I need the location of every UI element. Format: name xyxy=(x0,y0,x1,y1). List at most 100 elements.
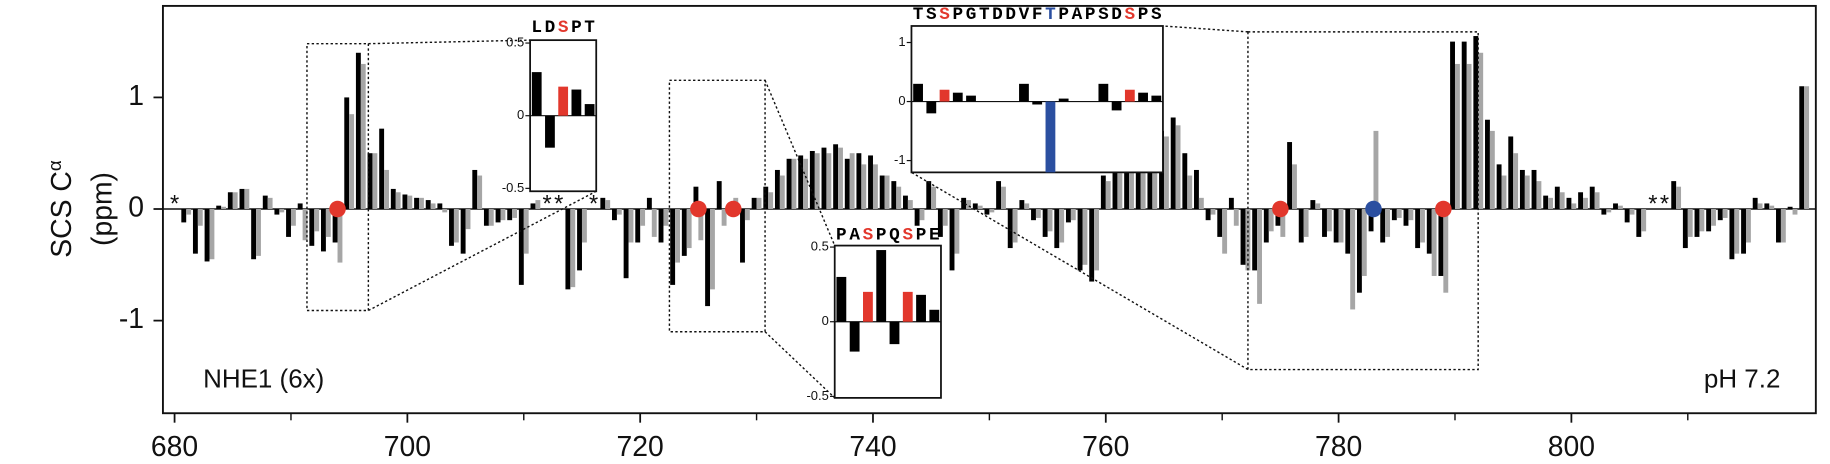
bar xyxy=(1182,153,1188,210)
inset-y-tick-label: 0 xyxy=(822,313,829,328)
bar xyxy=(879,175,885,210)
sequence-letter: P xyxy=(1085,5,1096,25)
bar xyxy=(1734,209,1740,254)
bar xyxy=(1373,130,1379,210)
bar xyxy=(332,209,338,243)
sequence-letter: D xyxy=(545,18,556,38)
inset-bar xyxy=(1045,101,1056,173)
x-tick-label: 780 xyxy=(1315,431,1362,463)
bar xyxy=(833,144,839,210)
bar xyxy=(1152,147,1158,210)
phospho-marker xyxy=(690,200,707,218)
bar xyxy=(1501,175,1507,210)
bar xyxy=(1629,209,1635,215)
bar xyxy=(1012,209,1018,243)
bar xyxy=(1438,209,1444,276)
bar xyxy=(803,158,809,210)
sequence-letter: P xyxy=(1138,5,1149,25)
bar xyxy=(1804,86,1810,210)
bar xyxy=(349,114,355,210)
bar xyxy=(337,209,343,263)
bar xyxy=(716,181,722,210)
inset-y-tick-label: 0.5 xyxy=(506,34,524,49)
asterisk: * xyxy=(170,191,179,217)
bar xyxy=(535,200,541,210)
bar xyxy=(379,128,385,210)
bar xyxy=(849,153,855,210)
bar xyxy=(1105,181,1111,210)
annotation: pH 7.2 xyxy=(1704,363,1781,393)
bar xyxy=(1035,209,1041,218)
bar xyxy=(355,52,361,210)
bar xyxy=(1578,192,1584,210)
sequence-letter: S xyxy=(1098,5,1109,25)
bar xyxy=(721,209,727,226)
bar xyxy=(1059,209,1065,243)
zoom-box xyxy=(306,42,370,312)
bar xyxy=(768,192,774,210)
bar xyxy=(1187,175,1193,210)
sequence-letter: P xyxy=(1058,5,1069,25)
bar xyxy=(251,209,257,260)
bar xyxy=(1322,209,1327,237)
zoom-connector xyxy=(764,331,836,399)
bar xyxy=(1268,209,1274,232)
inset-bar xyxy=(876,250,887,322)
bar xyxy=(605,200,611,210)
bar xyxy=(1478,52,1484,210)
bar xyxy=(1001,186,1006,210)
bar xyxy=(1024,203,1030,210)
y-axis-label-sup: α xyxy=(44,160,65,171)
bar xyxy=(961,197,967,210)
sequence-letter: S xyxy=(939,5,950,25)
bar xyxy=(1606,209,1612,213)
bar xyxy=(1589,186,1595,210)
bar xyxy=(414,197,420,210)
bar xyxy=(395,192,401,210)
bar xyxy=(798,155,804,210)
bar xyxy=(1699,209,1705,232)
bar xyxy=(663,209,669,226)
bar xyxy=(1485,119,1490,210)
bar xyxy=(693,186,699,210)
bar xyxy=(1403,209,1409,226)
sequence-letter: P xyxy=(836,226,847,246)
bar xyxy=(402,194,408,210)
bar xyxy=(931,186,937,210)
bar xyxy=(1356,209,1362,293)
bar xyxy=(868,155,873,210)
bar xyxy=(495,209,501,223)
inset-bar xyxy=(939,89,950,102)
bar xyxy=(1147,142,1153,210)
inset-bar xyxy=(1138,92,1148,102)
y-tick-label: -1 xyxy=(119,303,144,335)
bar xyxy=(763,186,769,210)
inset-y-tick-label: 1 xyxy=(898,34,905,49)
bar xyxy=(1799,86,1805,210)
bar xyxy=(192,209,198,254)
zoom-connector xyxy=(368,39,531,45)
bar xyxy=(1280,209,1286,237)
bar xyxy=(1792,209,1798,215)
bar xyxy=(507,209,513,221)
bar xyxy=(1543,195,1549,210)
bar xyxy=(314,209,320,232)
bar xyxy=(216,205,222,210)
inset-bar xyxy=(849,321,860,352)
inset-y-tick-label: 0.5 xyxy=(811,238,829,253)
inset-bar xyxy=(966,95,976,102)
bar xyxy=(600,197,606,210)
bar xyxy=(1741,209,1746,254)
bar xyxy=(1617,205,1623,210)
bar xyxy=(344,97,350,210)
bar xyxy=(1706,209,1712,232)
bar xyxy=(1431,209,1437,276)
x-tick-label: 700 xyxy=(384,431,431,463)
bar xyxy=(1287,142,1293,210)
bar xyxy=(449,209,454,246)
bar xyxy=(1315,203,1321,210)
x-tick-label: 740 xyxy=(849,431,896,463)
bar xyxy=(1222,209,1228,254)
bar xyxy=(914,209,920,226)
bar xyxy=(530,203,536,210)
